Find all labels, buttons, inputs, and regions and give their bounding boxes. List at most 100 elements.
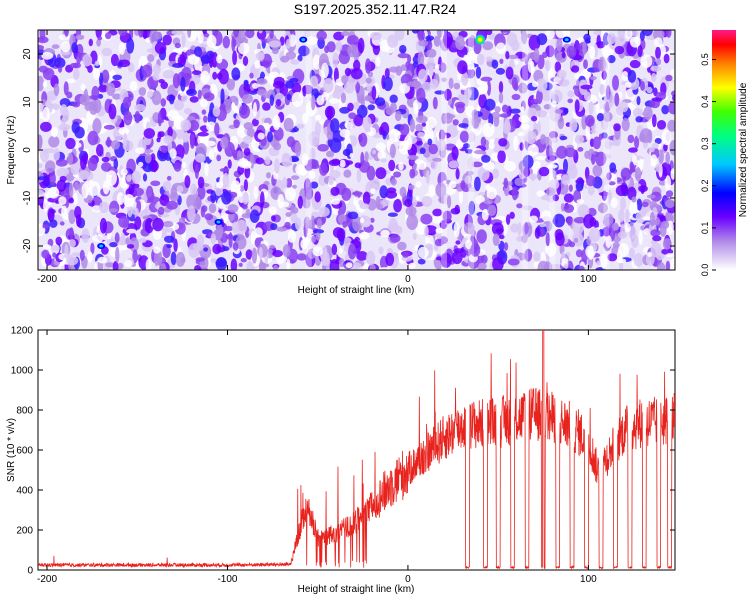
heatmap-speckle: [39, 148, 49, 163]
heatmap-speckle: [297, 54, 303, 62]
heatmap-speckle: [417, 258, 426, 265]
heatmap-speckle: [509, 211, 515, 219]
heatmap-speckle: [286, 178, 293, 189]
heatmap-speckle: [347, 44, 359, 58]
heatmap-speckle: [169, 94, 175, 105]
heatmap-speckle: [364, 151, 369, 163]
heatmap-speckle: [422, 142, 432, 158]
colorbar-tick-label: 0.4: [700, 95, 710, 108]
heatmap-speckle: [328, 159, 341, 166]
heatmap-speckle: [232, 50, 238, 66]
heatmap-peak-core: [301, 38, 306, 42]
heatmap-speckle: [663, 143, 668, 152]
heatmap-speckle: [52, 252, 57, 258]
heatmap-speckle: [135, 147, 145, 154]
heatmap-speckle: [169, 192, 179, 202]
heatmap-speckle: [416, 140, 423, 146]
heatmap-speckle: [547, 164, 558, 169]
heatmap-speckle: [571, 65, 580, 73]
heatmap-speckle: [192, 242, 204, 252]
heatmap-speckle: [189, 133, 195, 149]
heatmap-speckle: [187, 54, 200, 65]
heatmap-speckle: [330, 198, 340, 205]
heatmap-speckle: [61, 205, 68, 219]
heatmap-speckle: [631, 153, 637, 165]
heatmap-speckle: [350, 67, 363, 80]
heatmap-speckle: [258, 246, 263, 260]
heatmap-speckle: [655, 46, 661, 60]
heatmap-speckle: [480, 76, 493, 82]
heatmap-speckle: [636, 96, 641, 106]
heatmap-speckle: [128, 184, 135, 195]
heatmap-speckle: [495, 42, 506, 55]
heatmap-speckle: [573, 237, 579, 243]
x-tick-label: 100: [580, 574, 597, 585]
heatmap-speckle: [138, 87, 147, 96]
heatmap-speckle: [428, 184, 436, 197]
heatmap-speckle: [315, 232, 321, 241]
heatmap-speckle: [540, 134, 547, 145]
heatmap-speckle: [38, 65, 49, 73]
heatmap-speckle: [567, 98, 573, 104]
heatmap-speckle: [507, 258, 520, 266]
heatmap-speckle: [102, 235, 109, 241]
heatmap-speckle: [238, 262, 243, 267]
heatmap-speckle: [203, 247, 209, 252]
heatmap-peak-core: [564, 38, 569, 42]
heatmap-speckle: [219, 168, 230, 172]
heatmap-speckle: [112, 261, 119, 270]
heatmap-speckle: [444, 113, 456, 119]
heatmap-speckle: [212, 71, 218, 80]
heatmap-speckle: [203, 92, 215, 102]
heatmap-x-ticks: -200 -100 0 100: [37, 30, 597, 285]
heatmap-speckle: [534, 227, 541, 239]
heatmap-speckle: [330, 186, 340, 196]
heatmap-speckle: [448, 180, 457, 189]
heatmap-speckle: [42, 81, 48, 88]
heatmap-speckle: [588, 101, 594, 115]
heatmap-speckle: [554, 109, 564, 114]
heatmap-speckle: [245, 30, 255, 39]
heatmap-speckle: [498, 234, 505, 240]
colorbar-gradient: [712, 30, 736, 270]
heatmap-speckle: [291, 91, 304, 108]
heatmap-speckle: [296, 123, 305, 129]
heatmap-speckle: [230, 258, 238, 270]
heatmap-speckle: [253, 102, 257, 117]
heatmap-speckle: [352, 191, 363, 196]
heatmap-speckle: [491, 59, 499, 69]
heatmap-speckle: [521, 234, 528, 244]
snr-x-ticks: -200 -100 0 100: [37, 330, 597, 585]
heatmap-speckle: [510, 223, 519, 233]
heatmap-speckle: [134, 104, 146, 112]
heatmap-speckle: [651, 114, 657, 128]
heatmap-speckle: [347, 211, 359, 220]
heatmap-speckle: [631, 233, 639, 248]
heatmap-speckle: [344, 67, 352, 77]
heatmap-speckle: [240, 258, 247, 263]
heatmap-speckle: [204, 213, 213, 221]
heatmap-speckle: [138, 30, 144, 38]
heatmap-speckle: [226, 77, 236, 91]
heatmap-speckle: [161, 145, 168, 154]
heatmap-speckle: [372, 149, 377, 155]
heatmap-speckle: [507, 54, 519, 60]
heatmap-speckle: [105, 32, 112, 40]
heatmap-speckle: [457, 60, 468, 75]
heatmap-speckle: [416, 115, 428, 124]
heatmap-speckle: [661, 105, 670, 115]
heatmap-speckle: [521, 123, 530, 130]
heatmap-speckle: [222, 35, 230, 49]
heatmap-speckle: [79, 94, 91, 106]
heatmap-speckle: [563, 107, 569, 115]
heatmap-speckle: [585, 37, 591, 43]
heatmap-speckle: [640, 80, 645, 91]
heatmap-speckle: [434, 238, 444, 247]
heatmap-speckle: [425, 234, 434, 246]
y-tick-label: 1200: [11, 326, 34, 337]
heatmap-speckle: [536, 190, 545, 197]
heatmap-speckle: [520, 30, 527, 36]
heatmap-speckle: [338, 50, 350, 65]
heatmap-speckle: [665, 74, 673, 82]
heatmap-speckle: [227, 204, 239, 213]
